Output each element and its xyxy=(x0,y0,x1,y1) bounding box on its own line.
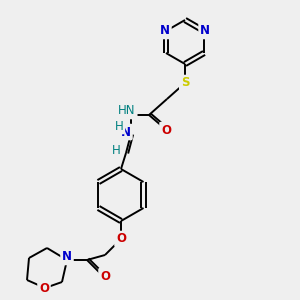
Text: O: O xyxy=(100,269,110,283)
Text: O: O xyxy=(161,124,171,136)
Text: HN: HN xyxy=(118,104,136,118)
Text: O: O xyxy=(39,281,49,295)
Text: O: O xyxy=(116,232,126,245)
Text: H: H xyxy=(115,119,123,133)
Text: S: S xyxy=(181,76,189,89)
Text: N: N xyxy=(200,25,210,38)
Text: N: N xyxy=(62,250,72,263)
Text: H: H xyxy=(112,145,120,158)
Text: N: N xyxy=(160,25,170,38)
Text: N: N xyxy=(121,125,131,139)
